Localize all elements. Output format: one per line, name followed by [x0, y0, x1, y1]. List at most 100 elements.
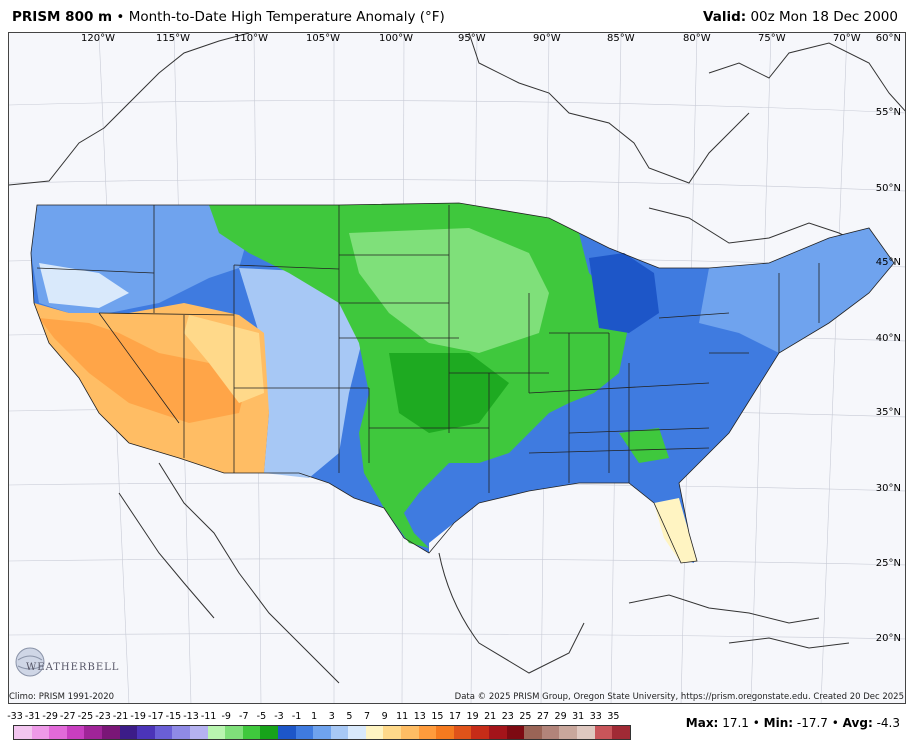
max-label: Max: — [685, 716, 719, 730]
min-label: Min: — [763, 716, 794, 730]
lon-label-110w: 110°W — [234, 33, 268, 44]
scale-tick-label: -29 — [42, 711, 58, 722]
max-value: 17.1 — [722, 716, 749, 730]
scale-tick-label: -7 — [239, 711, 249, 722]
scale-tick-label: 19 — [466, 711, 479, 722]
scale-swatch — [365, 726, 384, 739]
scale-swatch — [383, 726, 402, 739]
color-scale: -33 -31 -29 -27 -25 -23 -21 -19 -17 -15 -13 -11 -9 -7… — [7, 711, 650, 745]
lat-label-60n: 60°N — [875, 33, 901, 44]
lat-label-45n: 45°N — [875, 257, 901, 268]
lon-label-80w: 80°W — [683, 33, 711, 44]
avg-value: -4.3 — [876, 716, 900, 730]
scale-swatch — [154, 726, 173, 739]
scale-tick-label: 25 — [519, 711, 532, 722]
scale-swatch — [49, 726, 67, 739]
logo-text: WEATHERBELL — [26, 662, 120, 673]
scale-swatch — [577, 726, 595, 739]
lon-label-70w: 70°W — [833, 33, 861, 44]
lat-label-30n: 30°N — [875, 483, 901, 494]
scale-tick-label: 35 — [607, 711, 620, 722]
scale-bar — [13, 725, 631, 740]
scale-tick-label: 17 — [448, 711, 462, 722]
scale-tick-label: 31 — [572, 711, 585, 722]
lon-label-85w: 85°W — [607, 33, 635, 44]
lon-label-75w: 75°W — [758, 33, 786, 44]
lat-label-25n: 25°N — [875, 558, 901, 569]
product-name: PRISM 800 m — [12, 9, 113, 25]
lon-label-105w: 105°W — [306, 33, 340, 44]
scale-tick-label: 5 — [346, 711, 353, 722]
scale-tick-label: 27 — [536, 711, 550, 722]
scale-tick-label: -31 — [24, 711, 41, 722]
scale-tick-label: -5 — [256, 711, 267, 722]
stats-sep-1: • — [752, 716, 760, 730]
scale-swatch — [242, 726, 261, 739]
scale-swatch — [436, 726, 454, 739]
scale-tick-label: -27 — [60, 711, 76, 722]
valid-label: Valid: — [703, 9, 747, 25]
state-boundaries — [30, 202, 895, 564]
scale-swatch — [277, 726, 296, 739]
map-panel[interactable]: 120°W 115°W 110°W 105°W 100°W 95°W 90°W … — [8, 32, 906, 704]
header: PRISM 800 m • Month-to-Date High Tempera… — [0, 0, 914, 30]
climo-note: Climo: PRISM 1991-2020 — [9, 692, 115, 702]
anomaly-map — [9, 33, 905, 703]
scale-swatch — [453, 726, 472, 739]
lon-label-95w: 95°W — [458, 33, 486, 44]
scale-swatch — [559, 726, 577, 739]
scale-tick-label: -1 — [291, 711, 302, 722]
lat-label-20n: 20°N — [875, 633, 901, 644]
scale-tick-label: -25 — [77, 711, 94, 722]
scale-tick-label: 23 — [501, 711, 514, 722]
scale-tick-label: -9 — [221, 711, 231, 722]
scale-tick-label: -13 — [183, 711, 199, 722]
scale-swatch — [189, 726, 208, 739]
scale-swatch — [330, 726, 349, 739]
lon-label-120w: 120°W — [81, 33, 115, 44]
summary-stats: Max: 17.1 • Min: -17.7 • Avg: -4.3 — [686, 716, 900, 730]
scale-swatch — [506, 726, 525, 739]
title-description: Month-to-Date High Temperature Anomaly (… — [128, 9, 445, 25]
scale-swatch — [524, 726, 542, 739]
scale-tick-label: -23 — [95, 711, 111, 722]
scale-swatch — [84, 726, 102, 739]
scale-swatch — [137, 726, 155, 739]
scale-swatch — [471, 726, 490, 739]
scale-tick-label: -19 — [130, 711, 146, 722]
map-title: PRISM 800 m • Month-to-Date High Tempera… — [12, 9, 445, 25]
scale-tick-label: -33 — [7, 711, 23, 722]
scale-tick-label: 7 — [363, 711, 371, 722]
scale-swatch — [225, 726, 243, 739]
scale-swatch — [31, 726, 50, 739]
scale-swatch — [418, 726, 437, 739]
lat-label-40n: 40°N — [875, 333, 901, 344]
scale-swatch — [207, 726, 226, 739]
scale-swatch — [172, 726, 190, 739]
scale-swatch — [594, 726, 613, 739]
scale-tick-label: -15 — [165, 711, 182, 722]
lat-label-35n: 35°N — [875, 407, 901, 418]
title-bullet: • — [116, 9, 125, 25]
scale-tick-label: 11 — [396, 711, 409, 722]
lon-label-100w: 100°W — [379, 33, 413, 44]
scale-tick-label: 1 — [311, 711, 318, 722]
scale-tick-label: -3 — [274, 711, 284, 722]
scale-swatch — [119, 726, 138, 739]
scale-swatch — [66, 726, 85, 739]
valid-time: Valid: 00z Mon 18 Dec 2000 — [703, 9, 898, 25]
scale-labels: -33 -31 -29 -27 -25 -23 -21 -19 -17 -15 -13 -11 -9 -7… — [7, 711, 650, 723]
scale-tick-label: 3 — [328, 711, 335, 722]
scale-swatch — [295, 726, 314, 739]
scale-swatch — [14, 726, 32, 739]
scale-tick-label: 13 — [413, 711, 426, 722]
scale-tick-label: 15 — [431, 711, 444, 722]
data-credits: Data © 2025 PRISM Group, Oregon State Un… — [454, 692, 904, 702]
avg-label: Avg: — [842, 716, 873, 730]
min-value: -17.7 — [796, 716, 828, 730]
valid-value: 00z Mon 18 Dec 2000 — [750, 9, 898, 25]
scale-swatch — [612, 726, 630, 739]
lat-label-50n: 50°N — [875, 183, 901, 194]
scale-tick-label: 21 — [484, 711, 497, 722]
scale-tick-label: -17 — [148, 711, 164, 722]
